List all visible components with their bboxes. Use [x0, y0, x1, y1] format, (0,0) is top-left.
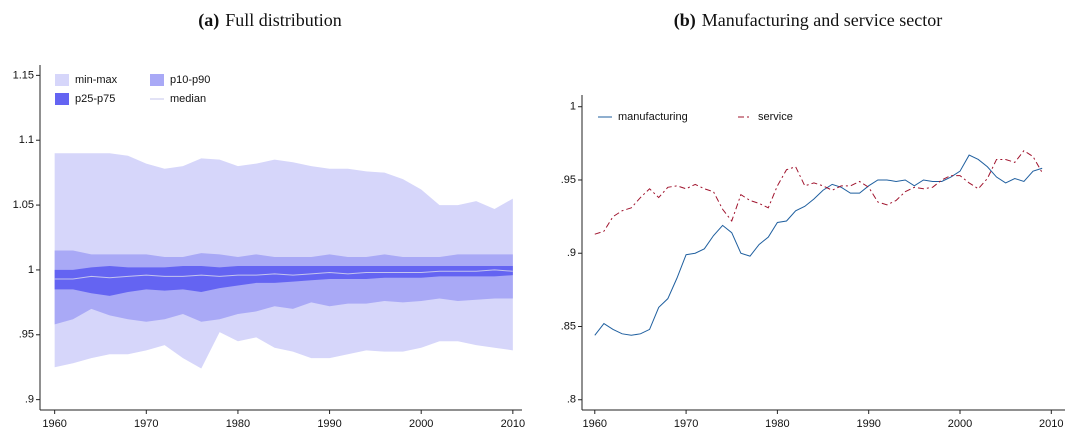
x-tick-label: 1990: [317, 418, 341, 430]
y-tick-label: .9: [25, 394, 34, 406]
x-tick-label: 1980: [226, 418, 250, 430]
legend-swatch: [150, 74, 164, 86]
legend-label: p10-p90: [170, 74, 210, 86]
panel-label: (a): [198, 10, 219, 31]
x-tick-label: 1970: [134, 418, 158, 430]
y-tick-label: 1: [570, 101, 576, 113]
legend-label: p25-p75: [75, 93, 115, 105]
legend-label: service: [758, 111, 793, 123]
band: [54, 266, 513, 296]
panel-title: (a) Full distribution: [198, 10, 342, 31]
legend-swatch: [55, 74, 69, 86]
title-text: Manufacturing and service sector: [702, 10, 942, 30]
x-tick-label: 1960: [583, 418, 607, 430]
panel-title: (b) Manufacturing and service sector: [674, 10, 942, 31]
y-tick-label: .9: [567, 247, 576, 259]
x-tick-label: 2010: [1039, 418, 1063, 430]
x-tick-label: 1960: [42, 418, 66, 430]
x-tick-label: 2000: [948, 418, 972, 430]
y-tick-label: .95: [19, 329, 34, 341]
legend-label: median: [170, 93, 206, 105]
y-tick-label: 1.1: [19, 134, 34, 146]
x-tick-label: 2000: [409, 418, 433, 430]
x-tick-label: 1990: [856, 418, 880, 430]
legend-label: manufacturing: [618, 111, 688, 123]
x-tick-label: 2010: [501, 418, 525, 430]
line: [594, 150, 1043, 235]
panel-label: (b): [674, 10, 696, 31]
line: [594, 154, 1043, 336]
y-tick-label: .8: [567, 394, 576, 406]
legend-swatch: [55, 93, 69, 105]
legend-label: min-max: [75, 74, 118, 86]
x-tick-label: 1970: [674, 418, 698, 430]
y-tick-label: .95: [561, 174, 576, 186]
y-tick-label: 1.15: [13, 69, 34, 81]
title-text: Full distribution: [225, 10, 342, 30]
y-tick-label: 1.05: [13, 199, 34, 211]
x-tick-label: 1980: [765, 418, 789, 430]
y-tick-label: 1: [28, 264, 34, 276]
line: [54, 269, 513, 280]
y-tick-label: .85: [561, 320, 576, 332]
